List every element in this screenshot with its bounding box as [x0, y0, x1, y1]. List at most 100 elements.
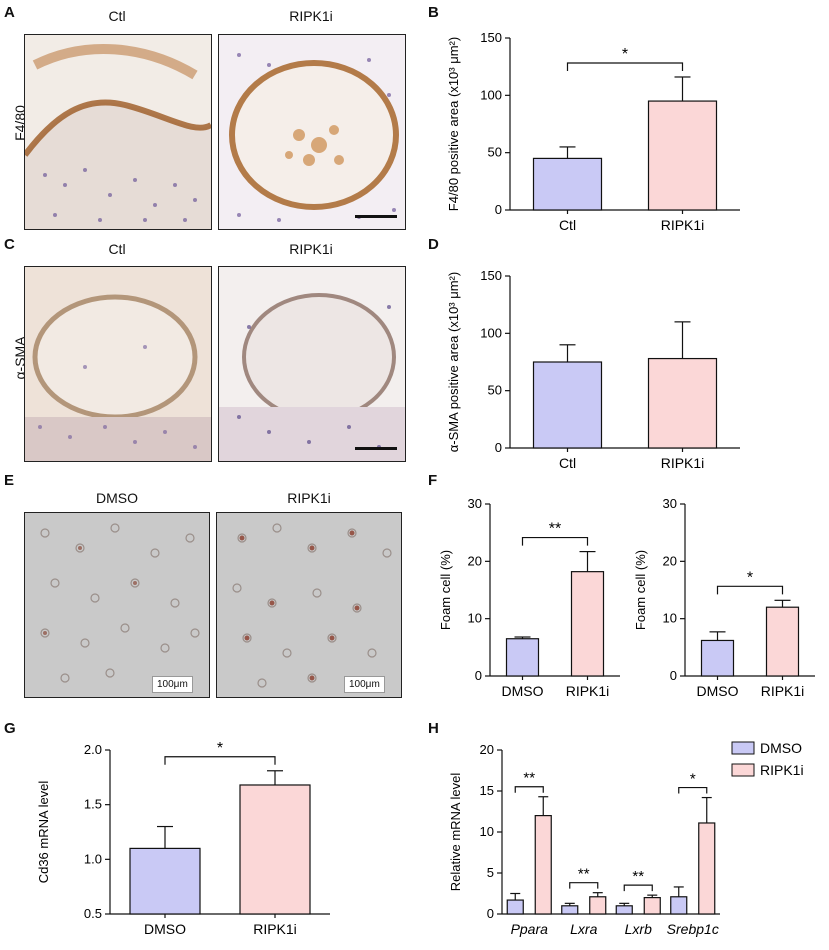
- y-tick-label: 0: [670, 668, 677, 683]
- x-tick-label: Ppara: [511, 921, 549, 937]
- bar-ripk1i: [647, 100, 718, 211]
- y-tick-label: 20: [663, 553, 677, 568]
- y-axis-label: F4/80 positive area (x10³ μm²): [446, 37, 461, 211]
- y-tick-label: 50: [488, 383, 502, 398]
- bar-dmso-lxrb: [615, 905, 633, 915]
- y-tick-label: 20: [480, 742, 494, 757]
- significance-label: *: [217, 740, 223, 757]
- bar-dmso: [129, 847, 201, 915]
- y-axis-label: α-SMA positive area (x10³ μm²): [446, 272, 461, 452]
- x-tick-label: Ctl: [559, 217, 576, 233]
- significance-label: **: [549, 521, 561, 538]
- x-tick-label: DMSO: [697, 683, 739, 699]
- significance-bracket: [521, 536, 589, 546]
- bar-ripk1i: [239, 784, 311, 915]
- y-tick-label: 30: [468, 496, 482, 511]
- micrograph-ctl-f480: [24, 34, 212, 230]
- micrograph-dmso-foam: [24, 512, 210, 698]
- bar-ctl: [532, 361, 603, 449]
- bar-ripk1i-lxrb: [643, 897, 661, 915]
- panel-label-d: D: [428, 236, 439, 253]
- bar-ripk1i-lxra: [589, 896, 607, 915]
- y-tick-label: 0: [475, 668, 482, 683]
- significance-bracket: [678, 786, 708, 794]
- bar-dmso: [700, 639, 735, 677]
- y-axis-label: Relative mRNA level: [448, 773, 463, 892]
- micrograph-ripk1i-foam: [216, 512, 402, 698]
- x-tick-label: RIPK1i: [661, 217, 705, 233]
- legend-swatch-ripk1i: [731, 763, 755, 777]
- chart-b-f480-area: 0 50 100 150 F4/80 positive area (x10³ μm²) C…: [446, 30, 740, 233]
- y-tick-label: 5: [487, 865, 494, 880]
- panel-label-b: B: [428, 4, 439, 21]
- chart-g-cd36-mrna: 0.5 1.0 1.5 2.0 Cd36 mRNA level DMSO RIPK1i *: [36, 740, 330, 937]
- y-axis-label: Foam cell (%): [633, 550, 648, 630]
- image-title-ctl-c: Ctl: [108, 241, 126, 257]
- image-title-ripk1i-e: RIPK1i: [287, 490, 331, 506]
- significance-bracket: [514, 786, 544, 793]
- bar-ripk1i: [570, 571, 605, 677]
- significance-label: *: [690, 771, 696, 788]
- significance-bracket: [716, 585, 784, 595]
- y-tick-label: 10: [468, 611, 482, 626]
- micrograph-ripk1i-foam-art: [217, 513, 401, 697]
- significance-bracket: [566, 62, 684, 71]
- y-tick-label: 150: [480, 30, 502, 45]
- bar-dmso-srebp1c: [670, 896, 688, 915]
- y-tick-label: 10: [480, 824, 494, 839]
- bar-dmso-lxra: [561, 905, 579, 915]
- significance-bracket: [623, 884, 653, 892]
- x-tick-label: RIPK1i: [761, 683, 805, 699]
- micrograph-ctl-asma-art: [25, 267, 211, 461]
- micrograph-ctl-asma: [24, 266, 212, 462]
- significance-bracket: [569, 882, 599, 889]
- image-title-ripk1i-c: RIPK1i: [289, 241, 333, 257]
- y-tick-label: 0: [495, 202, 502, 217]
- y-tick-label: 1.5: [84, 797, 102, 812]
- y-tick-label: 20: [468, 553, 482, 568]
- panel-label-g: G: [4, 720, 16, 737]
- y-tick-label: 0: [495, 440, 502, 455]
- chart-f-foam-cell-left: 0 10 20 30 Foam cell (%) DMSO RIPK1i **: [438, 496, 620, 699]
- micrograph-ripk1i-asma: [218, 266, 406, 462]
- legend-label-dmso: DMSO: [760, 740, 802, 756]
- panel-label-h: H: [428, 720, 439, 737]
- bar-ripk1i: [647, 357, 718, 449]
- panel-label-a: A: [4, 4, 15, 21]
- image-title-dmso-e: DMSO: [96, 490, 138, 506]
- y-tick-label: 1.0: [84, 851, 102, 866]
- micrograph-ctl-f480-art: [25, 35, 211, 229]
- y-tick-label: 150: [480, 268, 502, 283]
- y-tick-label: 100: [480, 325, 502, 340]
- bar-ctl: [532, 157, 603, 211]
- chart-d-asma-area: 0 50 100 150 α-SMA positive area (x10³ μm²) C…: [446, 268, 740, 471]
- x-tick-label: Lxrb: [625, 921, 652, 937]
- chart-f-foam-cell-right: 0 10 20 30 Foam cell (%) DMSO RIPK1i *: [633, 496, 815, 699]
- x-tick-label: Srebp1c: [667, 921, 719, 937]
- bar-ripk1i: [765, 606, 800, 677]
- significance-label: *: [622, 46, 628, 63]
- y-tick-label: 2.0: [84, 742, 102, 757]
- bar-dmso: [505, 638, 540, 677]
- y-tick-label: 50: [488, 145, 502, 160]
- image-title-ripk1i-a: RIPK1i: [289, 8, 333, 24]
- panel-label-f: F: [428, 472, 438, 489]
- x-tick-label: RIPK1i: [253, 921, 297, 937]
- scale-bar-label-e-right: 100μm: [344, 676, 385, 693]
- micrograph-ripk1i-f480-art: [219, 35, 405, 229]
- significance-label: **: [578, 866, 590, 883]
- image-title-ctl-a: Ctl: [108, 8, 126, 24]
- bar-dmso-ppara: [506, 899, 524, 915]
- significance-label: *: [747, 569, 753, 586]
- x-tick-label: Ctl: [559, 455, 576, 471]
- micrograph-ripk1i-f480: [218, 34, 406, 230]
- significance-label: **: [523, 770, 535, 787]
- y-tick-label: 0.5: [84, 906, 102, 921]
- legend-label-ripk1i: RIPK1i: [760, 762, 804, 778]
- bar-ripk1i-srebp1c: [698, 822, 716, 915]
- x-tick-label: RIPK1i: [661, 455, 705, 471]
- y-tick-label: 15: [480, 783, 494, 798]
- panel-label-c: C: [4, 236, 15, 253]
- x-tick-label: DMSO: [144, 921, 186, 937]
